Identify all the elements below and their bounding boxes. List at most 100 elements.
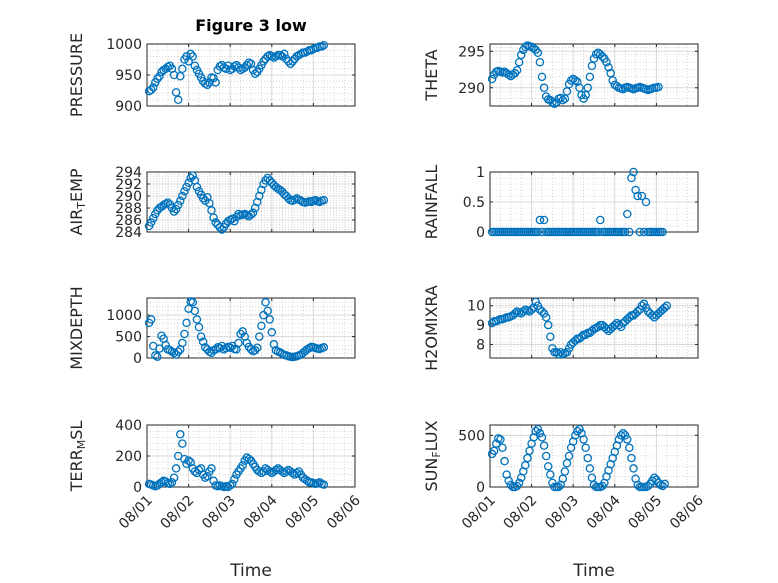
data-point bbox=[171, 204, 181, 214]
data-point bbox=[593, 227, 603, 237]
panel-h2omixra: 8 9 10 H2OMIXRA bbox=[422, 285, 699, 371]
y-axis-label: THETA bbox=[422, 49, 441, 101]
data-point bbox=[284, 194, 293, 203]
data-point bbox=[186, 173, 195, 183]
data-point bbox=[225, 481, 235, 490]
data-point bbox=[650, 473, 659, 482]
data-point bbox=[267, 328, 277, 337]
panel-mixdepth: 0 500 1000 MIXDEPTH bbox=[67, 286, 356, 370]
panel-theta: 290 295 THETA bbox=[422, 41, 699, 109]
y-tick-label: 294 bbox=[115, 165, 142, 181]
data-point bbox=[277, 52, 287, 61]
data-point bbox=[620, 227, 630, 237]
data-point bbox=[577, 332, 586, 341]
panel-pressure: 900 950 1000 PRESSURE bbox=[67, 33, 356, 117]
data-point bbox=[510, 309, 520, 318]
data-point bbox=[248, 208, 258, 218]
data-point bbox=[288, 468, 297, 478]
y-tick-label: 8 bbox=[476, 337, 485, 353]
data-point bbox=[182, 318, 191, 328]
x-axis-label-right: Time bbox=[572, 561, 615, 581]
data-point bbox=[614, 320, 624, 330]
data-point bbox=[182, 182, 191, 192]
data-point bbox=[240, 63, 250, 72]
data-point bbox=[602, 57, 611, 67]
data-point bbox=[535, 57, 545, 67]
data-point bbox=[146, 85, 156, 95]
data-point bbox=[207, 464, 216, 473]
data-point bbox=[230, 474, 239, 484]
data-point bbox=[487, 74, 497, 84]
data-point bbox=[564, 451, 574, 461]
y-tick-label: 0 bbox=[476, 480, 485, 496]
data-point bbox=[616, 431, 626, 440]
y-axis-label: RAINFALL bbox=[422, 165, 441, 240]
y-tick-label: 286 bbox=[115, 213, 142, 229]
data-point bbox=[211, 218, 220, 227]
data-point bbox=[639, 227, 649, 237]
data-point bbox=[146, 218, 156, 227]
data-point bbox=[585, 72, 595, 82]
data-point bbox=[192, 182, 202, 192]
data-point bbox=[151, 351, 160, 360]
y-tick-label: 284 bbox=[115, 225, 142, 241]
data-point bbox=[171, 88, 181, 97]
y-axis-label: H2OMIXRA bbox=[422, 285, 441, 371]
data-point bbox=[255, 332, 264, 341]
data-point bbox=[188, 171, 198, 180]
data-point bbox=[566, 76, 576, 85]
data-point bbox=[252, 343, 262, 352]
data-point bbox=[161, 477, 170, 486]
data-point bbox=[527, 305, 536, 314]
data-point bbox=[209, 73, 218, 83]
data-point bbox=[190, 61, 200, 70]
data-point bbox=[163, 198, 173, 207]
data-point bbox=[169, 348, 179, 358]
data-point bbox=[200, 473, 210, 482]
data-point bbox=[623, 435, 632, 444]
y-tick-label: 295 bbox=[458, 44, 485, 60]
y-tick-label: 1 bbox=[476, 165, 485, 181]
data-point bbox=[660, 303, 669, 312]
data-point bbox=[173, 200, 183, 210]
axes-box bbox=[146, 171, 356, 233]
data-point bbox=[228, 214, 237, 224]
y-axis-label: MIXDEPTH bbox=[67, 286, 86, 369]
y-tick-label: 0 bbox=[133, 480, 142, 496]
data-point bbox=[519, 307, 528, 316]
y-tick-label: 500 bbox=[458, 428, 485, 444]
data-point bbox=[209, 476, 218, 486]
data-point bbox=[176, 430, 185, 439]
data-point bbox=[146, 315, 156, 324]
axes-box bbox=[489, 297, 699, 359]
data-point bbox=[604, 63, 613, 72]
y-tick-label: 0 bbox=[476, 225, 485, 241]
data-point bbox=[633, 307, 642, 316]
data-point bbox=[550, 99, 559, 109]
x-tick-label: 08/04 bbox=[584, 492, 624, 532]
data-point bbox=[583, 83, 593, 93]
data-point bbox=[265, 467, 274, 476]
panel-rainfall: 0 0.5 1 RAINFALL bbox=[422, 165, 699, 241]
data-point bbox=[257, 321, 266, 331]
data-point bbox=[169, 473, 179, 482]
data-point bbox=[537, 307, 547, 316]
data-point bbox=[238, 327, 247, 336]
data-point bbox=[641, 197, 651, 207]
data-point bbox=[198, 337, 208, 346]
data-point bbox=[539, 83, 549, 93]
data-point bbox=[167, 478, 177, 487]
data-point bbox=[190, 306, 200, 316]
data-point bbox=[506, 480, 516, 490]
data-point bbox=[259, 57, 268, 66]
y-tick-label: 200 bbox=[115, 449, 142, 465]
x-tick-label: 08/03 bbox=[542, 493, 582, 533]
data-point bbox=[182, 52, 191, 61]
panel-sun-flux: 0 500 08/01 08/02 08/03 08/04 08/05 08/06 SUNFLU… bbox=[422, 420, 707, 532]
x-tick-label: 08/01 bbox=[459, 493, 499, 533]
data-point bbox=[541, 451, 551, 461]
data-point bbox=[541, 313, 551, 322]
data-point bbox=[608, 76, 617, 85]
